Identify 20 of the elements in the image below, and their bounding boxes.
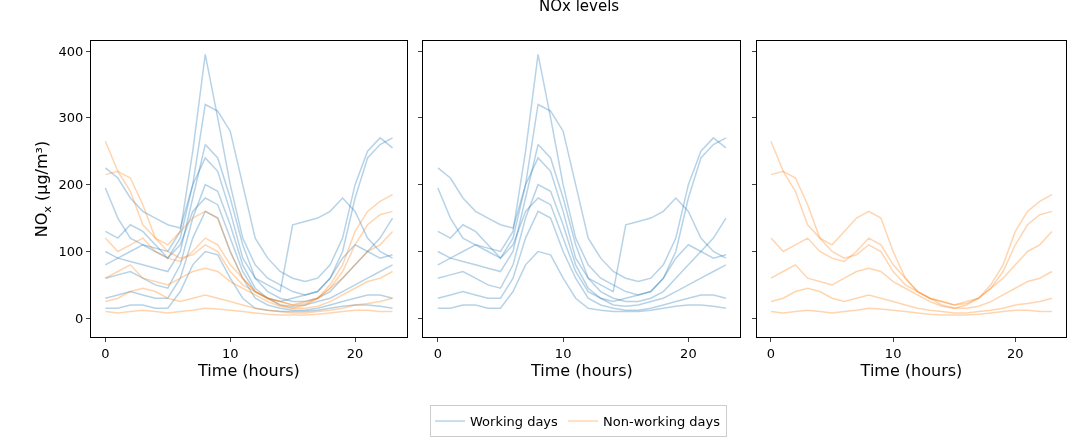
x-tick-label: 20 [346,345,364,361]
y-tick-label: 300 [58,110,84,126]
x-tick-label: 10 [554,345,572,361]
y-tick-label: 100 [58,244,84,260]
x-tick-label: 0 [101,345,110,361]
x-tick-label: 0 [433,345,443,361]
legend-label: Non-working days [603,414,721,430]
x-tick-label: 20 [1007,345,1024,361]
y-tick-label: 0 [75,310,84,326]
y-tick-label: 200 [58,177,84,193]
x-tick-label: 0 [766,345,776,361]
x-tick-label: 10 [884,345,902,361]
x-axis-title: Time (hours) [197,360,300,380]
chart-title: NOx levels [539,0,620,15]
x-tick-label: 10 [221,345,239,361]
legend-label: Working days [470,414,559,430]
x-axis-title: Time (hours) [859,360,963,380]
x-tick-label: 20 [680,345,697,361]
y-tick-label: 400 [58,43,84,59]
x-axis-title: Time (hours) [530,360,633,380]
